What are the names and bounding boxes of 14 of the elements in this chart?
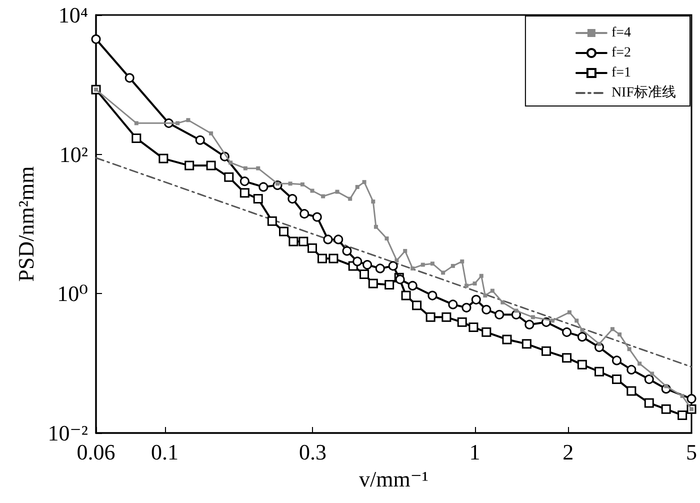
y-tick-label: 10²: [59, 142, 88, 167]
y-tick-label: 10⁰: [57, 281, 88, 306]
y-tick-label: 10⁴: [58, 2, 88, 28]
legend-label: NIF标准线: [611, 84, 676, 100]
legend-label: f=4: [611, 26, 632, 40]
x-tick-label: 0.3: [298, 440, 326, 464]
x-tick-label: 5: [686, 440, 697, 464]
legend-label: f=1: [611, 66, 632, 80]
x-tick-label: 1: [469, 440, 480, 464]
x-tick-label: 0.1: [151, 440, 179, 464]
legend-label: f=2: [611, 46, 632, 60]
x-axis-title: v/mm⁻¹: [358, 466, 429, 492]
y-axis-title: PSD/nm²mm: [13, 166, 38, 282]
x-tick-label: 2: [562, 440, 574, 464]
